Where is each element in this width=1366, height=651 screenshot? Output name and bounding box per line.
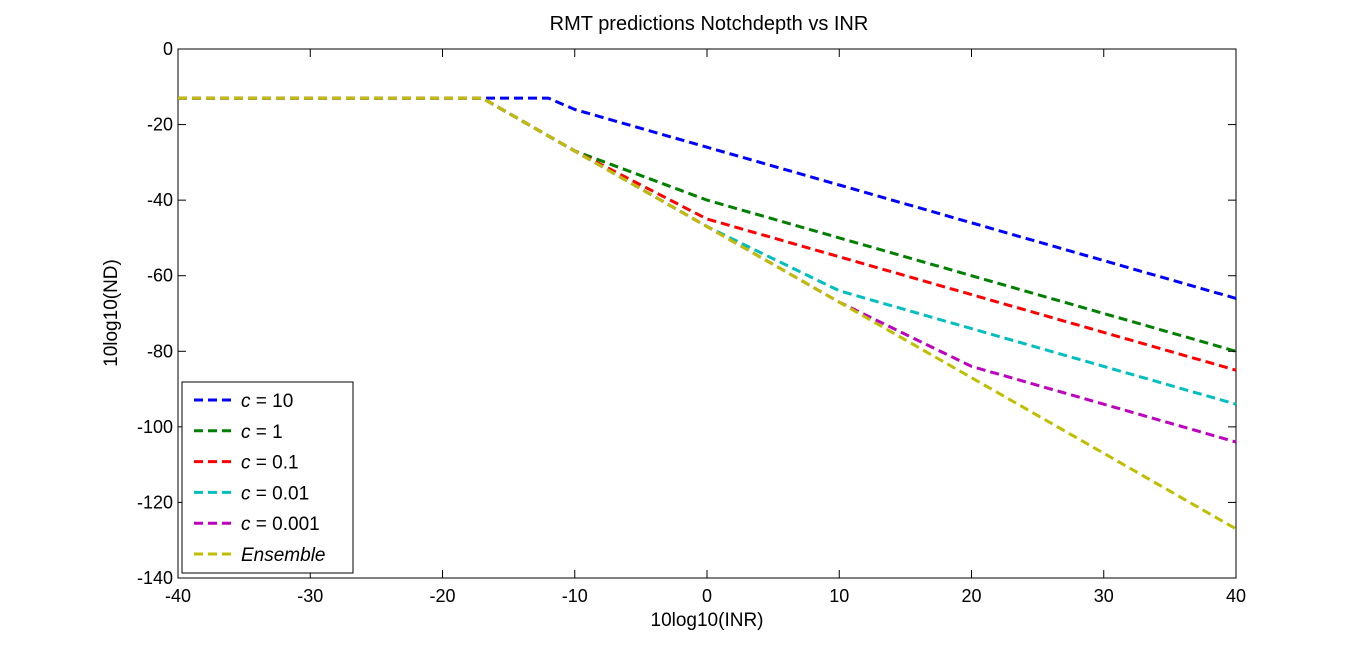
legend: c = 10 c = 1 c = 0.1 c = 0.01 c = 0.001 Ensem… bbox=[181, 381, 354, 574]
y-tick-label: -80 bbox=[147, 341, 173, 361]
y-tick-label: -100 bbox=[137, 417, 173, 437]
x-tick-label: -40 bbox=[165, 586, 191, 606]
x-tick-label: 10 bbox=[829, 586, 849, 606]
plot-frame bbox=[177, 48, 1237, 579]
y-tick-label: -20 bbox=[147, 115, 173, 135]
series-line-5 bbox=[178, 96, 1237, 531]
x-axis-title: 10log10(INR) bbox=[651, 610, 764, 631]
chart-title: RMT predictions Notchdepth vs INR bbox=[550, 13, 869, 35]
y-tick-label: -60 bbox=[147, 266, 173, 286]
legend-label-3: c = 0.01 bbox=[241, 483, 309, 504]
legend-entries: c = 10 c = 1 c = 0.1 c = 0.01 c = 0.001 Ensem… bbox=[194, 391, 326, 566]
x-tick-label: -20 bbox=[429, 586, 455, 606]
x-tick-label: 20 bbox=[961, 586, 981, 606]
legend-label-2: c = 0.1 bbox=[241, 453, 299, 474]
series-line-3 bbox=[178, 96, 1237, 406]
x-tick-label: 40 bbox=[1226, 586, 1246, 606]
y-axis-title: 10log10(ND) bbox=[101, 259, 122, 367]
y-tick-label: -120 bbox=[137, 492, 173, 512]
tick-layer: -40 -30 -20 -10 0 10 20 30 400-20-40-60-80-100-1… bbox=[137, 39, 1246, 606]
x-tick-label: -10 bbox=[562, 586, 588, 606]
y-tick-label: -140 bbox=[137, 568, 173, 588]
y-tick-label: 0 bbox=[163, 39, 173, 59]
legend-label-1: c = 1 bbox=[241, 422, 283, 443]
plot-area: -40 -30 -20 -10 0 10 20 30 400-20-40-60-80-100-1… bbox=[137, 39, 1246, 606]
legend-label-4: c = 0.001 bbox=[241, 514, 320, 535]
x-tick-label: 30 bbox=[1094, 586, 1114, 606]
series-line-0 bbox=[178, 96, 1237, 300]
y-tick-label: -40 bbox=[147, 190, 173, 210]
series-layer bbox=[178, 96, 1237, 531]
legend-box bbox=[181, 381, 354, 574]
x-tick-label: -30 bbox=[297, 586, 323, 606]
series-line-1 bbox=[178, 96, 1237, 353]
legend-label-0: c = 10 bbox=[241, 391, 293, 412]
legend-label-5: Ensemble bbox=[241, 545, 326, 566]
x-tick-label: 0 bbox=[702, 586, 712, 606]
